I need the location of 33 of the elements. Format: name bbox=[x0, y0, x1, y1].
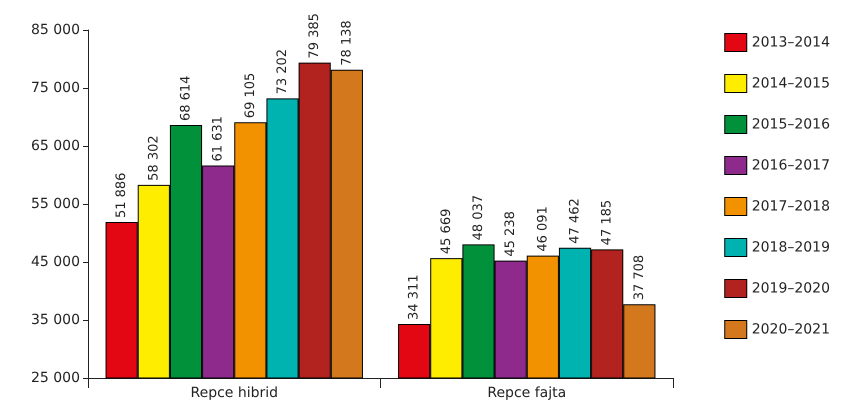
legend-label: 2018–2019 bbox=[752, 240, 830, 256]
data-label: 46 091 bbox=[535, 206, 550, 252]
y-tick-label: 85 000 bbox=[31, 22, 80, 38]
data-label: 73 202 bbox=[275, 48, 290, 94]
legend-label: 2014–2015 bbox=[752, 76, 830, 92]
data-label: 45 238 bbox=[503, 211, 518, 257]
y-tick-label: 45 000 bbox=[31, 254, 80, 270]
y-tick-label: 75 000 bbox=[31, 80, 80, 96]
data-label: 48 037 bbox=[470, 194, 486, 240]
x-tick-label: Repce fajta bbox=[487, 385, 566, 401]
legend-label: 2016–2017 bbox=[752, 158, 830, 174]
y-tick-label: 65 000 bbox=[31, 138, 80, 154]
data-label: 79 385 bbox=[307, 13, 322, 59]
data-label: 51 886 bbox=[114, 172, 130, 218]
legend-label: 2015–2016 bbox=[752, 116, 830, 132]
legend-label: 2017–2018 bbox=[752, 198, 830, 214]
data-label: 47 185 bbox=[600, 200, 615, 246]
data-label: 37 708 bbox=[632, 254, 647, 300]
legend-label: 2013–2014 bbox=[752, 34, 830, 50]
y-tick-label: 35 000 bbox=[31, 312, 80, 328]
y-tick-label: 55 000 bbox=[31, 196, 80, 212]
y-tick-label: 25 000 bbox=[31, 370, 80, 386]
data-label: 34 311 bbox=[406, 274, 422, 320]
data-label: 78 138 bbox=[339, 20, 354, 66]
x-tick-label: Repce hibrid bbox=[190, 385, 278, 401]
data-label: 69 105 bbox=[242, 72, 258, 118]
legend-label: 2019–2020 bbox=[752, 280, 830, 296]
legend-label: 2020–2021 bbox=[752, 322, 830, 338]
data-label: 58 302 bbox=[146, 135, 162, 181]
data-label: 68 614 bbox=[178, 76, 194, 122]
data-label: 61 631 bbox=[210, 116, 226, 162]
data-label: 47 462 bbox=[568, 198, 583, 244]
data-label: 45 669 bbox=[438, 208, 454, 254]
